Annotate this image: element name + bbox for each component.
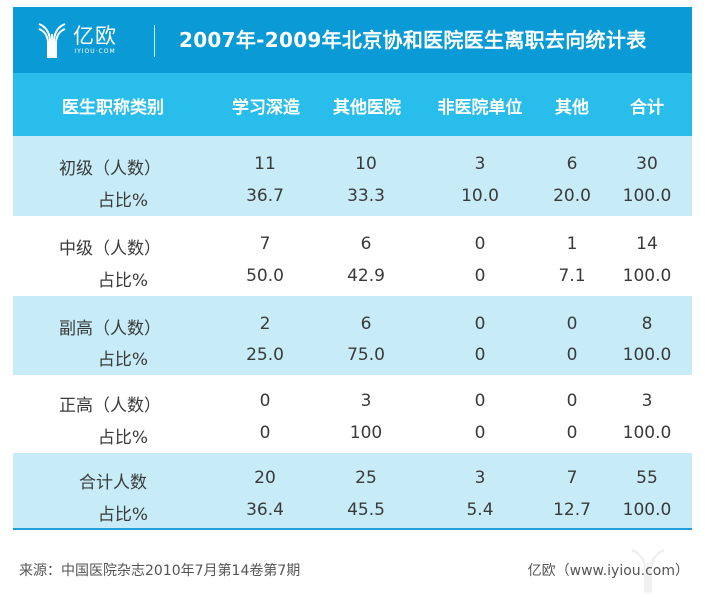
cell: 3 (641, 391, 653, 411)
cell: 0 (566, 391, 578, 411)
row-pct-label: 占比% (97, 505, 149, 525)
cell: 100.0 (622, 500, 672, 520)
column-header-other-hospital: 其他医院 (333, 98, 401, 118)
cell: 50.0 (246, 266, 284, 286)
cell: 45.5 (347, 500, 385, 520)
cell: 33.3 (347, 186, 385, 206)
cell: 36.7 (246, 186, 284, 206)
cell: 100.0 (622, 186, 672, 206)
cell: 7 (566, 468, 578, 488)
table-card: 亿欧 IYIOU·COM 2007年-2009年北京协和医院医生离职去向统计表 … (13, 7, 692, 530)
row-pct-label: 占比% (97, 428, 149, 448)
table-bottom-rule (13, 528, 692, 530)
cell: 0 (566, 423, 578, 443)
cell: 1 (566, 234, 578, 254)
cell: 30 (636, 154, 658, 174)
cell: 10.0 (461, 186, 499, 206)
cell: 12.7 (553, 500, 591, 520)
cell: 3 (474, 468, 486, 488)
cell: 8 (641, 314, 653, 334)
cell: 0 (259, 391, 271, 411)
logo-text-en: IYIOU·COM (74, 48, 116, 55)
cell: 7.1 (558, 266, 586, 286)
page-title: 2007年-2009年北京协和医院医生离职去向统计表 (179, 28, 647, 52)
row-pct-label: 占比% (97, 191, 149, 211)
cell: 0 (474, 314, 486, 334)
cell: 14 (636, 234, 658, 254)
table-row-total: 合计人数 20 25 3 7 55 占比% 36.4 45.5 5.4 12.7… (13, 453, 692, 528)
cell: 3 (360, 391, 372, 411)
cell: 2 (259, 314, 271, 334)
column-header-category: 医生职称类别 (62, 98, 164, 118)
cell: 11 (254, 154, 276, 174)
cell: 5.4 (466, 500, 494, 520)
column-header-other: 其他 (555, 98, 589, 118)
table-row: 中级（人数） 7 6 0 1 14 占比% 50.0 42.9 0 7.1 10… (13, 216, 692, 296)
row-label: 正高（人数） (59, 396, 161, 416)
cell: 36.4 (246, 500, 284, 520)
cell: 75.0 (347, 345, 385, 365)
row-label: 中级（人数） (59, 239, 161, 259)
cell: 0 (566, 314, 578, 334)
title-divider (154, 25, 155, 57)
cell: 55 (636, 468, 658, 488)
row-pct-label: 占比% (97, 350, 149, 370)
row-label: 合计人数 (79, 473, 147, 493)
table-header-row: 医生职称类别 学习深造 其他医院 非医院单位 其他 合计 (13, 73, 692, 136)
cell: 10 (355, 154, 377, 174)
credit-note: 亿欧（www.iyiou.com） (527, 563, 689, 579)
cell: 25.0 (246, 345, 284, 365)
row-label: 初级（人数） (59, 159, 161, 179)
cell: 100.0 (622, 423, 672, 443)
cell: 0 (474, 234, 486, 254)
cell: 0 (474, 345, 486, 365)
cell: 100.0 (622, 345, 672, 365)
watermark-logo-icon (631, 548, 665, 593)
source-note: 来源：中国医院杂志2010年7月第14卷第7期 (19, 563, 301, 579)
cell: 100.0 (622, 266, 672, 286)
title-bar: 亿欧 IYIOU·COM 2007年-2009年北京协和医院医生离职去向统计表 (13, 7, 692, 73)
iyiou-logo-icon (38, 23, 66, 58)
cell: 20.0 (553, 186, 591, 206)
cell: 0 (474, 266, 486, 286)
cell: 7 (259, 234, 271, 254)
table-row: 初级（人数） 11 10 3 6 30 占比% 36.7 33.3 10.0 2… (13, 136, 692, 216)
column-header-study: 学习深造 (232, 98, 300, 118)
logo-text-cn: 亿欧 (73, 24, 117, 48)
cell: 42.9 (347, 266, 385, 286)
table-row: 正高（人数） 0 3 0 0 3 占比% 0 100 0 0 100.0 (13, 375, 692, 453)
column-header-total: 合计 (630, 98, 664, 118)
cell: 100 (349, 423, 383, 443)
table-row: 副高（人数） 2 6 0 0 8 占比% 25.0 75.0 0 0 100.0 (13, 296, 692, 375)
cell: 0 (566, 345, 578, 365)
cell: 3 (474, 154, 486, 174)
brand-logo: 亿欧 IYIOU·COM (37, 17, 147, 63)
row-label: 副高（人数） (59, 319, 161, 339)
cell: 6 (360, 314, 372, 334)
cell: 20 (254, 468, 276, 488)
cell: 6 (360, 234, 372, 254)
column-header-non-hospital: 非医院单位 (437, 98, 523, 118)
cell: 25 (355, 468, 377, 488)
cell: 0 (474, 391, 486, 411)
cell: 6 (566, 154, 578, 174)
row-pct-label: 占比% (97, 271, 149, 291)
cell: 0 (259, 423, 271, 443)
cell: 0 (474, 423, 486, 443)
